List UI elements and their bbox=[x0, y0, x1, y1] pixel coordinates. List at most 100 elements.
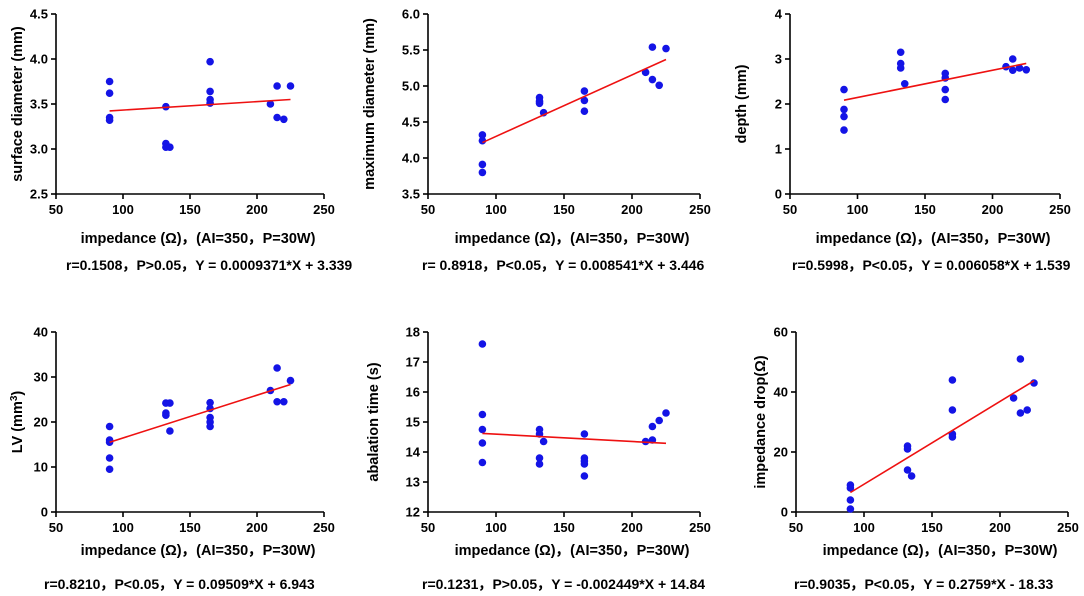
x-tick-label: 50 bbox=[49, 202, 63, 217]
y-tick-label: 0 bbox=[41, 505, 48, 520]
y-tick-label: 1 bbox=[775, 142, 782, 157]
y-tick-label: 40 bbox=[34, 325, 48, 340]
data-point bbox=[900, 79, 909, 88]
regression-stats: r=0.9035，P<0.05，Y = 0.2759*X - 18.33 bbox=[794, 576, 1054, 592]
x-axis-label: impedance (Ω)，(AI=350，P=30W) bbox=[455, 543, 690, 559]
x-tick-label: 50 bbox=[421, 520, 435, 535]
data-point bbox=[266, 100, 275, 108]
y-tick-label: 3 bbox=[775, 52, 782, 67]
data-point bbox=[1009, 394, 1018, 402]
y-tick-label: 5.5 bbox=[402, 43, 420, 58]
y-tick-label: 20 bbox=[774, 445, 788, 460]
data-point bbox=[846, 484, 855, 492]
x-axis-label: impedance (Ω)，(AI=350，P=30W) bbox=[823, 543, 1058, 559]
data-point bbox=[1016, 355, 1025, 363]
y-tick-label: 2 bbox=[775, 97, 782, 112]
data-point bbox=[1023, 406, 1031, 414]
data-point bbox=[286, 376, 295, 385]
regression-stats: r= 0.8918，P<0.05，Y = 0.008541*X + 3.446 bbox=[422, 257, 705, 273]
y-tick-label: 0 bbox=[781, 505, 788, 520]
data-point bbox=[478, 439, 487, 447]
y-tick-label: 3.0 bbox=[30, 142, 48, 157]
fit-line bbox=[109, 383, 291, 444]
x-tick-label: 200 bbox=[982, 202, 1004, 217]
y-tick-label: 60 bbox=[774, 325, 788, 340]
y-tick-label: 16 bbox=[406, 385, 420, 400]
data-point bbox=[166, 143, 174, 151]
regression-stats: r=0.5998，P<0.05，Y = 0.006058*X + 1.539 bbox=[792, 257, 1071, 273]
data-point bbox=[948, 433, 957, 441]
data-point bbox=[1016, 409, 1025, 417]
y-tick-label: 0 bbox=[775, 187, 782, 202]
y-tick-label: 4.5 bbox=[402, 115, 420, 130]
y-tick-label: 17 bbox=[406, 355, 420, 370]
data-point bbox=[1015, 64, 1024, 72]
data-point bbox=[1022, 66, 1031, 74]
data-point bbox=[580, 472, 589, 480]
data-point bbox=[280, 115, 288, 124]
data-point bbox=[948, 406, 957, 414]
x-tick-label: 250 bbox=[313, 202, 335, 217]
data-point bbox=[478, 410, 487, 419]
data-point bbox=[105, 116, 114, 124]
y-tick-label: 4.0 bbox=[402, 151, 420, 166]
data-point bbox=[846, 505, 855, 513]
data-point bbox=[648, 422, 657, 431]
data-point bbox=[580, 107, 589, 115]
data-point bbox=[206, 398, 214, 407]
x-axis-label: impedance (Ω)，(AI=350，P=30W) bbox=[455, 231, 690, 247]
x-tick-label: 100 bbox=[485, 202, 507, 217]
y-tick-label: 4.5 bbox=[30, 7, 48, 22]
data-point bbox=[580, 87, 589, 95]
data-point bbox=[840, 112, 848, 121]
y-tick-label: 13 bbox=[406, 475, 420, 490]
data-point bbox=[840, 105, 848, 114]
y-tick-label: 40 bbox=[774, 385, 788, 400]
x-tick-label: 150 bbox=[914, 202, 936, 217]
data-point bbox=[840, 126, 848, 134]
regression-stats: r=0.1508，P>0.05，Y = 0.0009371*X + 3.339 bbox=[66, 257, 352, 273]
data-point bbox=[907, 472, 916, 480]
x-tick-label: 150 bbox=[553, 520, 575, 535]
data-point bbox=[286, 82, 295, 90]
data-point bbox=[280, 397, 288, 406]
fit-line bbox=[109, 98, 291, 112]
data-point bbox=[206, 99, 214, 107]
data-point bbox=[478, 458, 487, 467]
regression-stats: r=0.8210，P<0.05，Y = 0.09509*X + 6.943 bbox=[44, 576, 315, 592]
x-tick-label: 100 bbox=[485, 520, 507, 535]
fit-line bbox=[482, 432, 667, 445]
y-tick-label: 3.5 bbox=[30, 97, 48, 112]
x-axis-label: impedance (Ω)，(AI=350，P=30W) bbox=[81, 543, 316, 559]
y-axis-label: surface diameter (mm) bbox=[10, 26, 26, 182]
data-point bbox=[105, 438, 114, 447]
data-point bbox=[1008, 66, 1017, 75]
data-point bbox=[478, 340, 487, 348]
chart-panel-1: 2.5 3.0 3.5 4.0 4.5 50 100 150 200 250 surface dia… bbox=[10, 7, 352, 274]
y-tick-label: 10 bbox=[34, 460, 48, 475]
data-point bbox=[105, 465, 114, 474]
data-point bbox=[539, 437, 548, 446]
data-point bbox=[648, 75, 657, 84]
y-tick-label: 6.0 bbox=[402, 7, 420, 22]
data-point bbox=[580, 96, 589, 105]
x-axis-label: impedance (Ω)，(AI=350，P=30W) bbox=[816, 231, 1051, 247]
fit-line bbox=[849, 380, 1035, 494]
data-point bbox=[535, 460, 544, 468]
regression-stats: r=0.1231，P>0.05，Y = -0.002449*X + 14.84 bbox=[422, 576, 705, 592]
data-point bbox=[580, 430, 589, 438]
data-point bbox=[206, 57, 214, 66]
data-point bbox=[896, 64, 905, 72]
data-point bbox=[166, 427, 174, 435]
data-point bbox=[535, 454, 544, 462]
y-axis-label: abalation time (s) bbox=[366, 362, 382, 481]
data-point bbox=[1008, 55, 1017, 63]
y-tick-label: 30 bbox=[34, 370, 48, 385]
data-point bbox=[273, 364, 281, 372]
fit-line bbox=[482, 58, 667, 144]
x-tick-label: 50 bbox=[49, 520, 63, 535]
x-tick-label: 50 bbox=[789, 520, 803, 535]
data-point bbox=[840, 85, 848, 94]
chart-panel-3: 0 1 2 3 4 50 100 150 200 250 depth (mm) impedance (… bbox=[734, 7, 1071, 274]
x-tick-label: 200 bbox=[989, 520, 1011, 535]
